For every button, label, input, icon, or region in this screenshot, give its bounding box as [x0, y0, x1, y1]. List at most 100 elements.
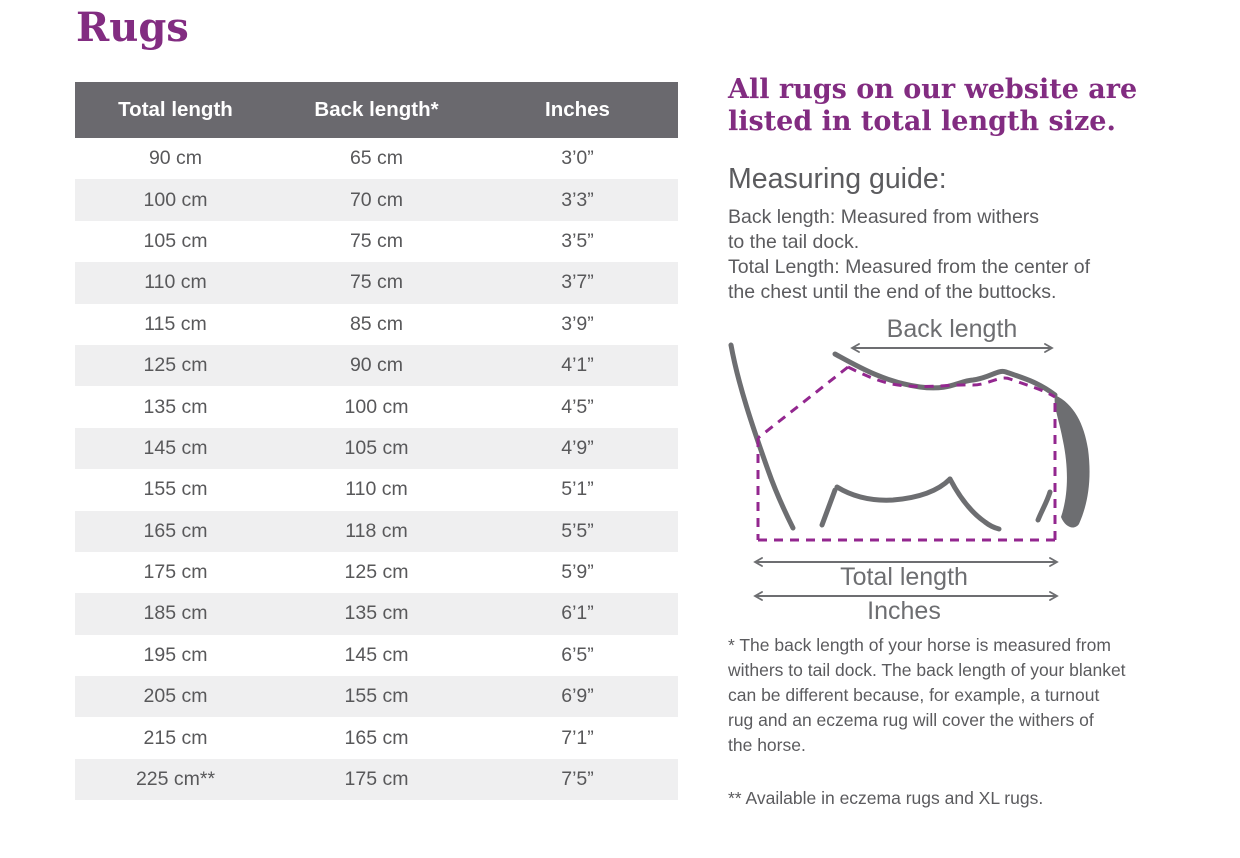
- cell-total-length: 175 cm: [143, 561, 208, 584]
- rug-dash-diagonal: [757, 365, 849, 440]
- cell-back-length: 100 cm: [344, 395, 409, 418]
- table-row: 175 cm 125 cm 5’9”: [75, 552, 678, 593]
- cell-total-length: 90 cm: [148, 147, 203, 170]
- footnote-line: can be different because, for example, a…: [728, 685, 1100, 705]
- table-row: 135 cm 100 cm 4’5”: [75, 386, 678, 427]
- footnote-line: withers to tail dock. The back length of…: [728, 660, 1126, 680]
- cell-total-length: 100 cm: [143, 188, 208, 211]
- cell-inches: 5’1”: [561, 478, 594, 501]
- cell-total-length: 195 cm: [143, 643, 208, 666]
- table-row: 185 cm 135 cm 6’1”: [75, 593, 678, 635]
- table-row: 205 cm 155 cm 6’9”: [75, 676, 678, 718]
- cell-back-length: 65 cm: [349, 147, 404, 170]
- cell-back-length: 110 cm: [345, 478, 408, 501]
- cell-inches: 4’5”: [561, 395, 594, 418]
- cell-total-length: 225 cm**: [135, 768, 216, 791]
- cell-inches: 6’1”: [561, 602, 594, 625]
- horse-rear-line: [1035, 489, 1053, 523]
- col-header-back-length: Back length*: [276, 82, 477, 138]
- headline-line: listed in total length size.: [728, 106, 1116, 137]
- guide-line: Total Length: Measured from the center o…: [728, 256, 1091, 278]
- page-title: Rugs: [76, 4, 189, 51]
- horse-diagram-svg: Back length Total length Inches: [728, 315, 1090, 625]
- table-row: 195 cm 145 cm 6’5”: [75, 635, 678, 676]
- measuring-guide-text: Back length: Measured from withers to th…: [728, 205, 1090, 305]
- table-row: 100 cm 70 cm 3’3”: [75, 179, 678, 221]
- cell-inches: 3’0”: [561, 147, 594, 170]
- rug-dashed-outline: [756, 365, 1057, 542]
- table-row: 110 cm 75 cm 3’7”: [75, 262, 678, 304]
- cell-inches: 7’1”: [561, 726, 594, 749]
- guide-line: Back length: Measured from withers: [728, 206, 1040, 228]
- cell-inches: 3’3”: [561, 188, 594, 211]
- headline: All rugs on our website are listed in to…: [728, 74, 1137, 138]
- cell-total-length: 145 cm: [143, 436, 208, 459]
- cell-inches: 5’5”: [561, 519, 594, 542]
- horse-hind-leg-line: [947, 476, 1002, 532]
- col-header-total-length: Total length: [75, 82, 276, 138]
- guide-line: to the tail dock.: [728, 231, 860, 253]
- footnote-line: rug and an eczema rug will cover the wit…: [728, 710, 1094, 730]
- cell-back-length: 90 cm: [349, 354, 404, 377]
- table-row: 225 cm** 175 cm 7’5”: [75, 758, 678, 801]
- cell-total-length: 135 cm: [143, 395, 208, 418]
- col-header-inches: Inches: [477, 82, 678, 138]
- cell-inches: 3’9”: [561, 312, 594, 335]
- cell-inches: 5’9”: [561, 561, 594, 584]
- horse-belly-line: [834, 476, 953, 503]
- cell-inches: 6’5”: [561, 643, 594, 666]
- cell-inches: 3’5”: [561, 229, 594, 252]
- cell-total-length: 115 cm: [144, 312, 207, 335]
- cell-back-length: 155 cm: [344, 685, 409, 708]
- cell-inches: 6’9”: [561, 685, 594, 708]
- cell-total-length: 185 cm: [143, 602, 208, 625]
- cell-inches: 3’7”: [561, 271, 594, 294]
- measuring-guide-title: Measuring guide:: [728, 163, 947, 195]
- cell-back-length: 175 cm: [344, 768, 409, 791]
- table-row: 215 cm 165 cm 7’1”: [75, 717, 678, 758]
- table-row: 105 cm 75 cm 3’5”: [75, 221, 678, 262]
- cell-back-length: 165 cm: [344, 726, 409, 749]
- horse-outline: [728, 342, 1058, 532]
- cell-inches: 4’1”: [561, 354, 594, 377]
- table-row: 125 cm 90 cm 4’1”: [75, 344, 678, 387]
- footnote-line: the horse.: [728, 735, 806, 755]
- horse-tail: [1054, 395, 1090, 528]
- back-length-label: Back length: [887, 315, 1018, 343]
- footnote-line: * The back length of your horse is measu…: [728, 635, 1111, 655]
- guide-line: the chest until the end of the buttocks.: [728, 281, 1057, 303]
- cell-back-length: 145 cm: [344, 643, 409, 666]
- cell-back-length: 125 cm: [344, 561, 409, 584]
- cell-back-length: 75 cm: [349, 229, 404, 252]
- total-length-label: Total length: [840, 563, 968, 591]
- table-row: 90 cm 65 cm 3’0”: [75, 138, 678, 179]
- horse-back-line: [832, 351, 1058, 398]
- rug-size-table: Total length Back length* Inches 90 cm 65…: [75, 82, 678, 801]
- horse-measurement-diagram: Back length Total length Inches: [722, 312, 1142, 634]
- cell-back-length: 70 cm: [349, 188, 404, 211]
- cell-total-length: 105 cm: [143, 229, 208, 252]
- horse-neck-line: [728, 342, 796, 531]
- table-row: 155 cm 110 cm 5’1”: [75, 469, 678, 510]
- cell-total-length: 125 cm: [143, 354, 208, 377]
- cell-total-length: 205 cm: [143, 685, 208, 708]
- rug-dash-top: [847, 365, 1056, 399]
- cell-inches: 4’9”: [561, 436, 594, 459]
- inches-label: Inches: [867, 597, 941, 625]
- cell-total-length: 215 cm: [143, 726, 208, 749]
- cell-back-length: 85 cm: [349, 312, 404, 335]
- cell-total-length: 110 cm: [144, 271, 207, 294]
- cell-back-length: 105 cm: [344, 436, 409, 459]
- headline-line: All rugs on our website are: [728, 74, 1138, 105]
- table-row: 165 cm 118 cm 5’5”: [75, 510, 678, 552]
- cell-back-length: 75 cm: [349, 271, 404, 294]
- table-row: 115 cm 85 cm 3’9”: [75, 304, 678, 345]
- cell-total-length: 155 cm: [143, 478, 208, 501]
- cell-back-length: 118 cm: [345, 519, 408, 542]
- footnote-back-length: * The back length of your horse is measu…: [728, 633, 1126, 758]
- horse-front-leg-line: [819, 487, 838, 528]
- footnote-availability: ** Available in eczema rugs and XL rugs.: [728, 788, 1044, 808]
- cell-total-length: 165 cm: [143, 519, 208, 542]
- table-header: Total length Back length* Inches: [75, 82, 678, 138]
- table-row: 145 cm 105 cm 4’9”: [75, 427, 678, 470]
